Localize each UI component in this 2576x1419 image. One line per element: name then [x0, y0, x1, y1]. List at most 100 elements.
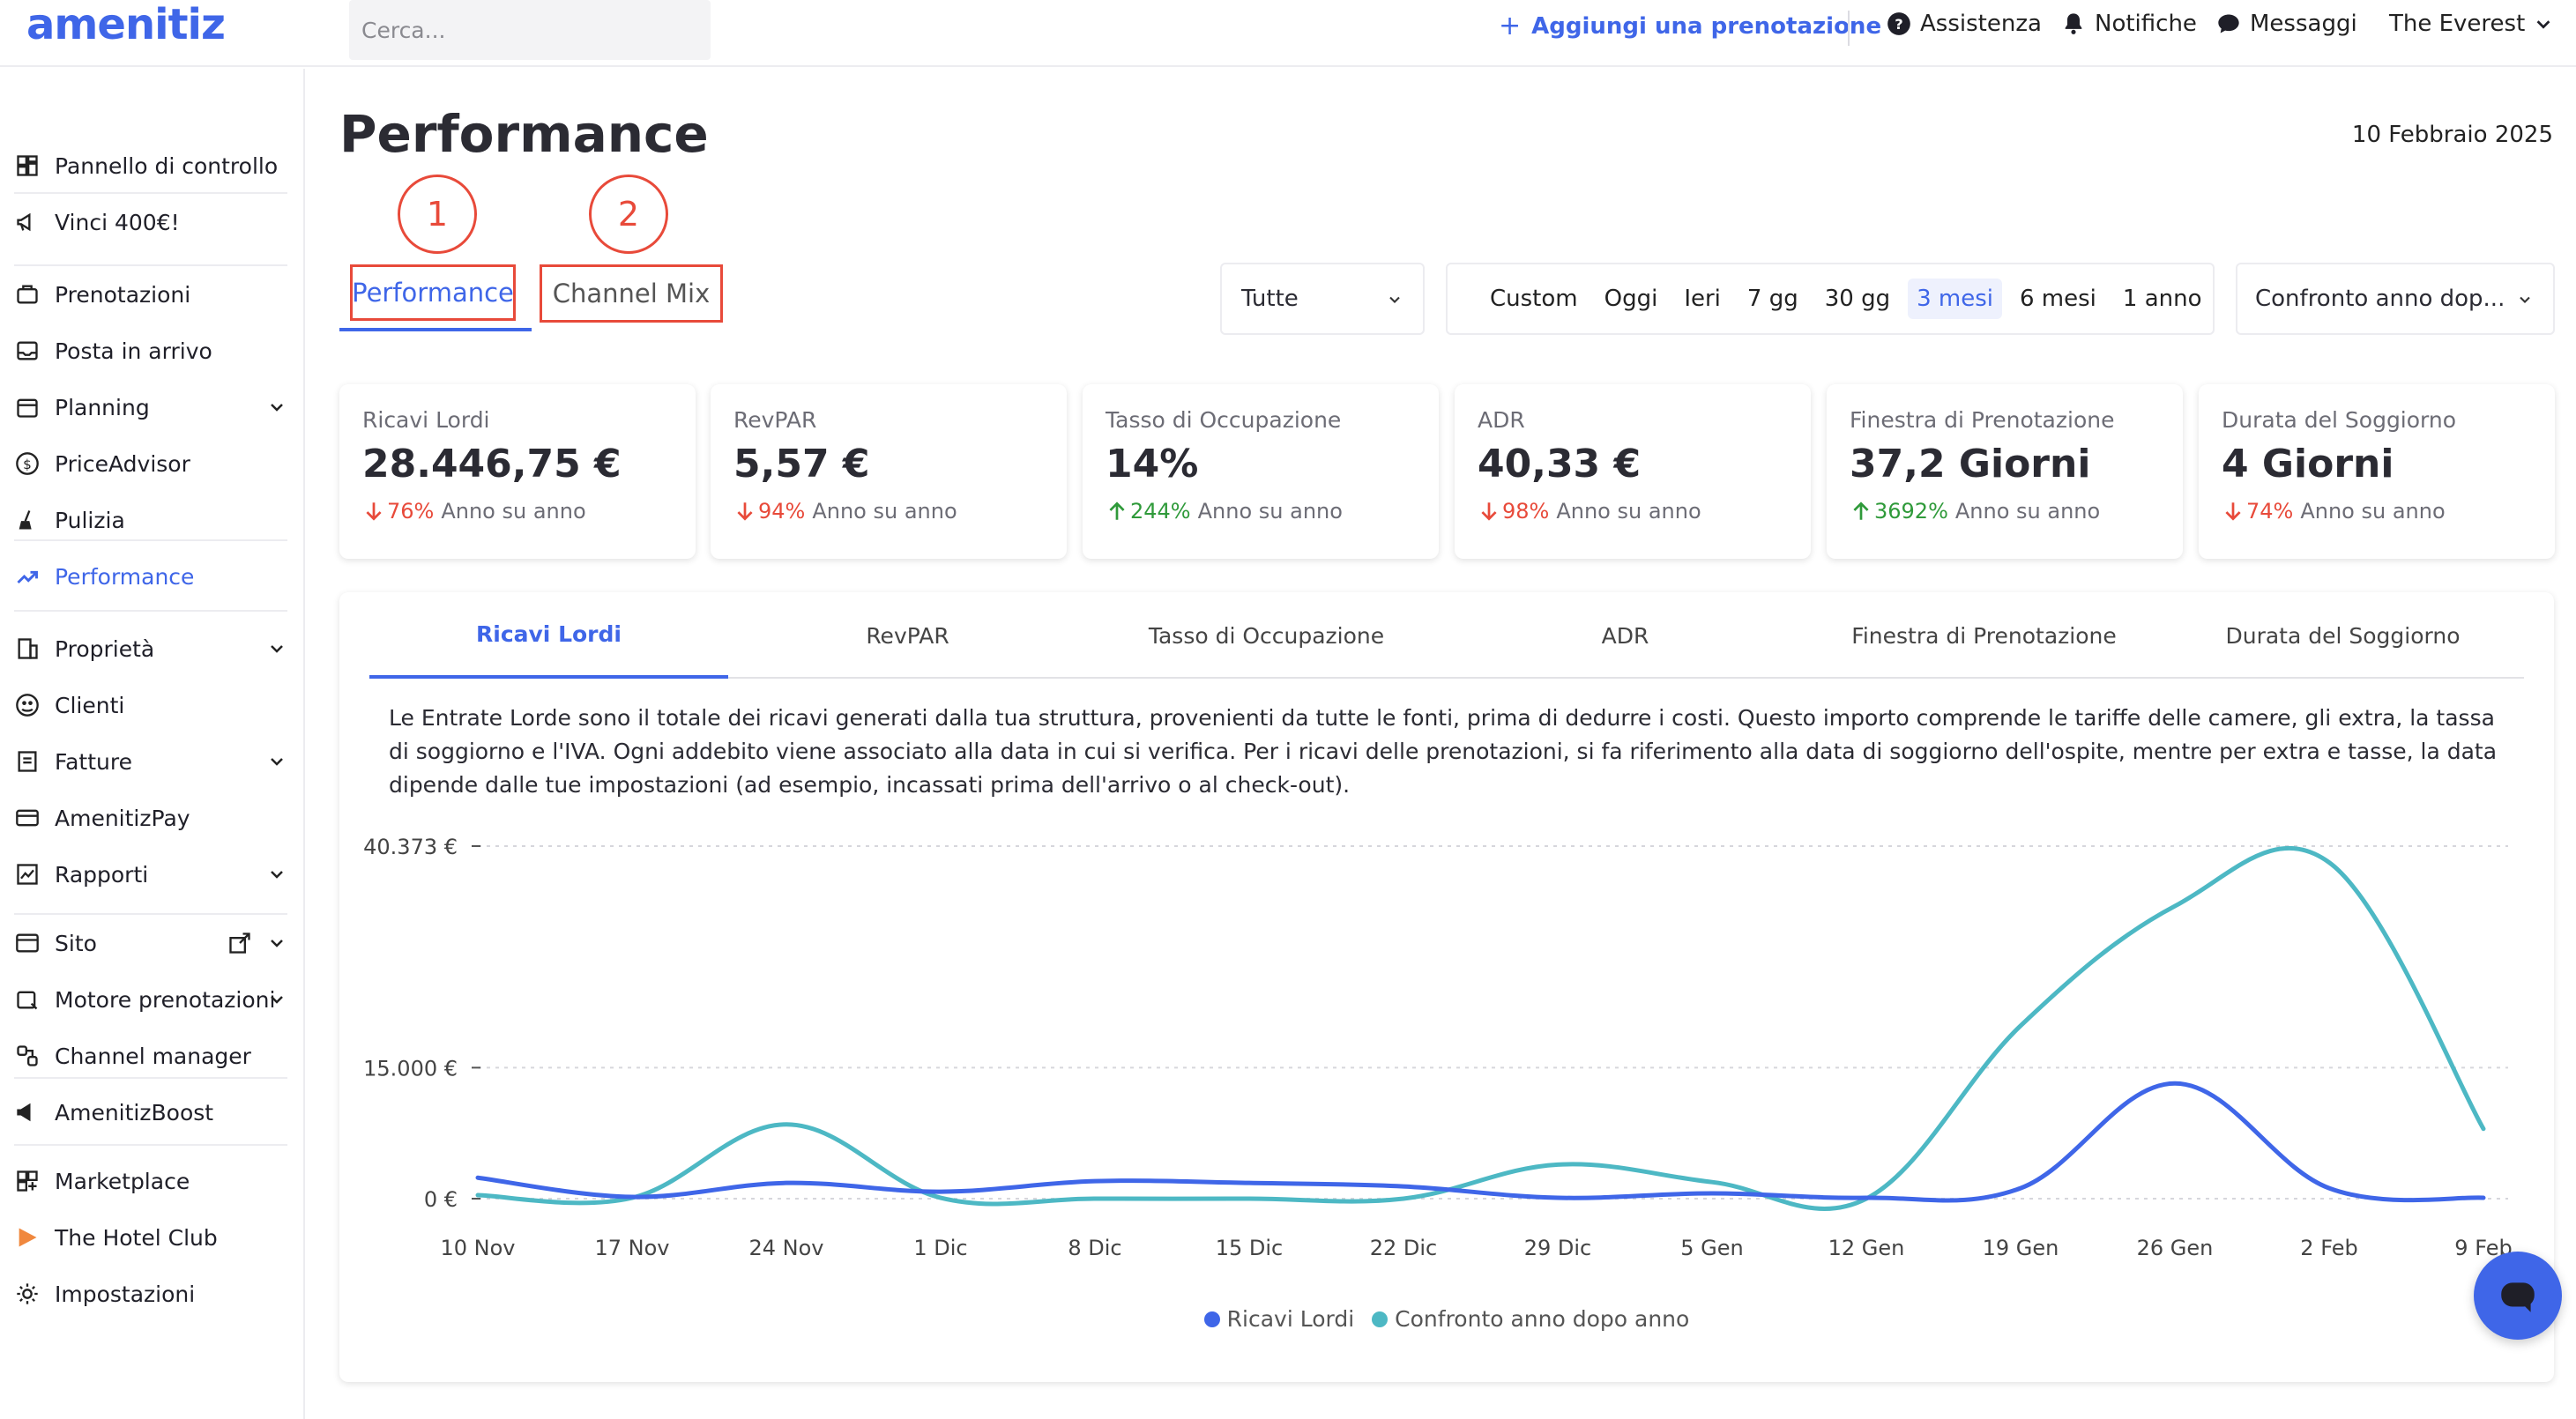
y-tick-label: 40.373 €: [363, 835, 458, 859]
sidebar-item-planning[interactable]: Planning: [14, 388, 287, 427]
chat-bubble-icon: [2218, 14, 2239, 33]
sidebar-item-label: Rapporti: [55, 861, 149, 888]
help-button[interactable]: ? Assistenza: [1887, 11, 2042, 37]
sidebar-item-fatture[interactable]: Fatture: [14, 742, 287, 781]
tab-performance[interactable]: Performance: [339, 263, 532, 331]
x-tick-label: 15 Dic: [1216, 1236, 1284, 1260]
top-bar: amenitiz + Aggiungi una prenotazione ? A…: [0, 0, 2576, 67]
bell-icon: [2065, 13, 2082, 34]
kpi-value: 37,2 Giorni: [1850, 442, 2091, 487]
chat-support-button[interactable]: [2474, 1252, 2562, 1340]
range-option-oggi[interactable]: Oggi: [1604, 286, 1658, 312]
sidebar-item-propriet[interactable]: Proprietà: [14, 629, 287, 668]
sidebar-item-priceadvisor[interactable]: $ PriceAdvisor: [14, 444, 287, 483]
sidebar-item-label: Posta in arrivo: [55, 338, 212, 364]
metric-tabs: Ricavi Lordi RevPAR Tasso di Occupazione AD…: [369, 592, 2524, 679]
sidebar-item-performance[interactable]: Performance: [14, 557, 287, 596]
calendar-icon: [14, 394, 41, 420]
amenitiz-logo[interactable]: amenitiz: [26, 0, 226, 49]
x-tick-label: 10 Nov: [440, 1236, 515, 1260]
sidebar-item-pulizia[interactable]: Pulizia: [14, 501, 287, 539]
search-input[interactable]: [349, 0, 711, 60]
metric-tab-finestra-di-prenotazione[interactable]: Finestra di Prenotazione: [1851, 622, 2117, 649]
legend-dot: [1203, 1311, 1220, 1327]
kpi-change-suffix: Anno su anno: [1954, 499, 2101, 524]
add-booking-button[interactable]: + Aggiungi una prenotazione: [1499, 11, 1881, 41]
sidebar-item-the-hotel-club[interactable]: The Hotel Club: [14, 1218, 287, 1257]
chevron-down-icon: [2536, 20, 2550, 29]
kpi-card: Durata del Soggiorno 4 Giorni 74% Anno su a…: [2199, 384, 2555, 559]
sidebar-item-label: Motore prenotazioni: [55, 986, 276, 1013]
sidebar: Pannello di controllo Vinci 400€! Prenotaz…: [0, 69, 305, 1419]
kpi-change-percent: 3692%: [1874, 499, 1948, 524]
sidebar-item-vinci-400[interactable]: Vinci 400€!: [14, 203, 287, 241]
revenue-line-chart: 40.373 € 15.000 € 0 € 10 Nov 17 Nov 24 Nov 1 D…: [363, 835, 2513, 1260]
series-line-confronto-anno-dopo-anno[interactable]: [475, 845, 2486, 1212]
kpi-card: Ricavi Lordi 28.446,75 € 76% Anno su anno: [339, 384, 696, 559]
sidebar-item-clienti[interactable]: Clienti: [14, 686, 287, 724]
range-option-1-anno[interactable]: 1 anno: [2122, 286, 2202, 312]
kpi-label: ADR: [1478, 407, 1525, 433]
help-label: Assistenza: [1920, 11, 2042, 37]
help-icon: ?: [1887, 12, 1910, 35]
dashboard-icon: [14, 152, 41, 179]
notifications-button[interactable]: Notifiche: [2061, 11, 2197, 37]
kpi-card: ADR 40,33 € 98% Anno su anno: [1455, 384, 1811, 559]
sidebar-item-posta-in-arrivo[interactable]: Posta in arrivo: [14, 331, 287, 370]
sidebar-divider: [14, 264, 287, 266]
range-option-ieri[interactable]: Ieri: [1684, 286, 1721, 312]
kpi-card: RevPAR 5,57 € 94% Anno su anno: [711, 384, 1067, 559]
dollar-icon: $: [14, 450, 41, 477]
sidebar-item-impostazioni[interactable]: Impostazioni: [14, 1274, 287, 1313]
sidebar-item-channel-manager[interactable]: Channel manager: [14, 1036, 287, 1075]
property-name: The Everest: [2389, 11, 2526, 37]
tab-channel-mix[interactable]: Channel Mix: [540, 264, 723, 323]
property-switcher[interactable]: The Everest: [2389, 11, 2553, 37]
sidebar-item-amenitizpay[interactable]: AmenitizPay: [14, 799, 287, 837]
metric-tab-durata-del-soggiorno[interactable]: Durata del Soggiorno: [2225, 622, 2461, 649]
kpi-value: 28.446,75 €: [362, 442, 622, 487]
sidebar-item-label: Pannello di controllo: [55, 152, 279, 179]
kpi-change-percent: 98%: [1502, 499, 1550, 524]
range-option-custom[interactable]: Custom: [1490, 286, 1578, 312]
sidebar-item-marketplace[interactable]: Marketplace: [14, 1162, 287, 1200]
compare-select[interactable]: Confronto anno dop...: [2236, 263, 2555, 335]
legend-item[interactable]: Ricavi Lordi: [1203, 1306, 1354, 1332]
series-line-ricavi-lordi[interactable]: [475, 1081, 2486, 1203]
range-option-30-gg[interactable]: 30 gg: [1824, 286, 1891, 312]
sidebar-divider: [14, 610, 287, 612]
metric-tab-ricavi-lordi[interactable]: Ricavi Lordi: [369, 592, 728, 679]
messages-button[interactable]: Messaggi: [2216, 11, 2357, 37]
kpi-value: 4 Giorni: [2222, 442, 2394, 487]
sidebar-divider: [14, 1077, 287, 1079]
svg-text:$: $: [23, 457, 32, 472]
kpi-label: Durata del Soggiorno: [2222, 407, 2457, 433]
external-link-icon[interactable]: [227, 931, 252, 955]
kpi-change-suffix: Anno su anno: [1197, 499, 1343, 524]
kpi-change: 94% Anno su anno: [733, 499, 1044, 524]
metric-tab-tasso-di-occupazione[interactable]: Tasso di Occupazione: [1148, 622, 1385, 649]
page-title: Performance: [339, 104, 709, 164]
invoice-icon: [14, 748, 41, 775]
sidebar-item-amenitizboost[interactable]: AmenitizBoost: [14, 1093, 287, 1132]
range-option-7-gg[interactable]: 7 gg: [1746, 286, 1798, 312]
room-filter-select[interactable]: Tutte: [1220, 263, 1425, 335]
range-option-6-mesi[interactable]: 6 mesi: [2019, 286, 2096, 312]
notifications-label: Notifiche: [2095, 11, 2197, 37]
sidebar-item-label: Planning: [55, 394, 150, 420]
sidebar-item-pannello-di-controllo[interactable]: Pannello di controllo: [14, 146, 287, 185]
gear-icon: [14, 1281, 41, 1307]
search-box[interactable]: [349, 0, 711, 60]
megaphone-icon: [14, 209, 41, 235]
sidebar-item-prenotazioni[interactable]: Prenotazioni: [14, 275, 287, 314]
sidebar-item-rapporti[interactable]: Rapporti: [14, 855, 287, 894]
range-option-3-mesi[interactable]: 3 mesi: [1908, 279, 2002, 319]
sidebar-item-sito[interactable]: Sito: [14, 924, 287, 962]
sidebar-item-motore-prenotazioni[interactable]: Motore prenotazioni: [14, 980, 287, 1019]
legend-dot: [1372, 1311, 1389, 1327]
x-tick-label: 8 Dic: [1068, 1236, 1121, 1260]
metric-tab-adr[interactable]: ADR: [1601, 622, 1649, 649]
metric-tab-revpar[interactable]: RevPAR: [866, 622, 949, 649]
legend-item[interactable]: Confronto anno dopo anno: [1372, 1306, 1689, 1332]
kpi-value: 5,57 €: [733, 442, 870, 487]
